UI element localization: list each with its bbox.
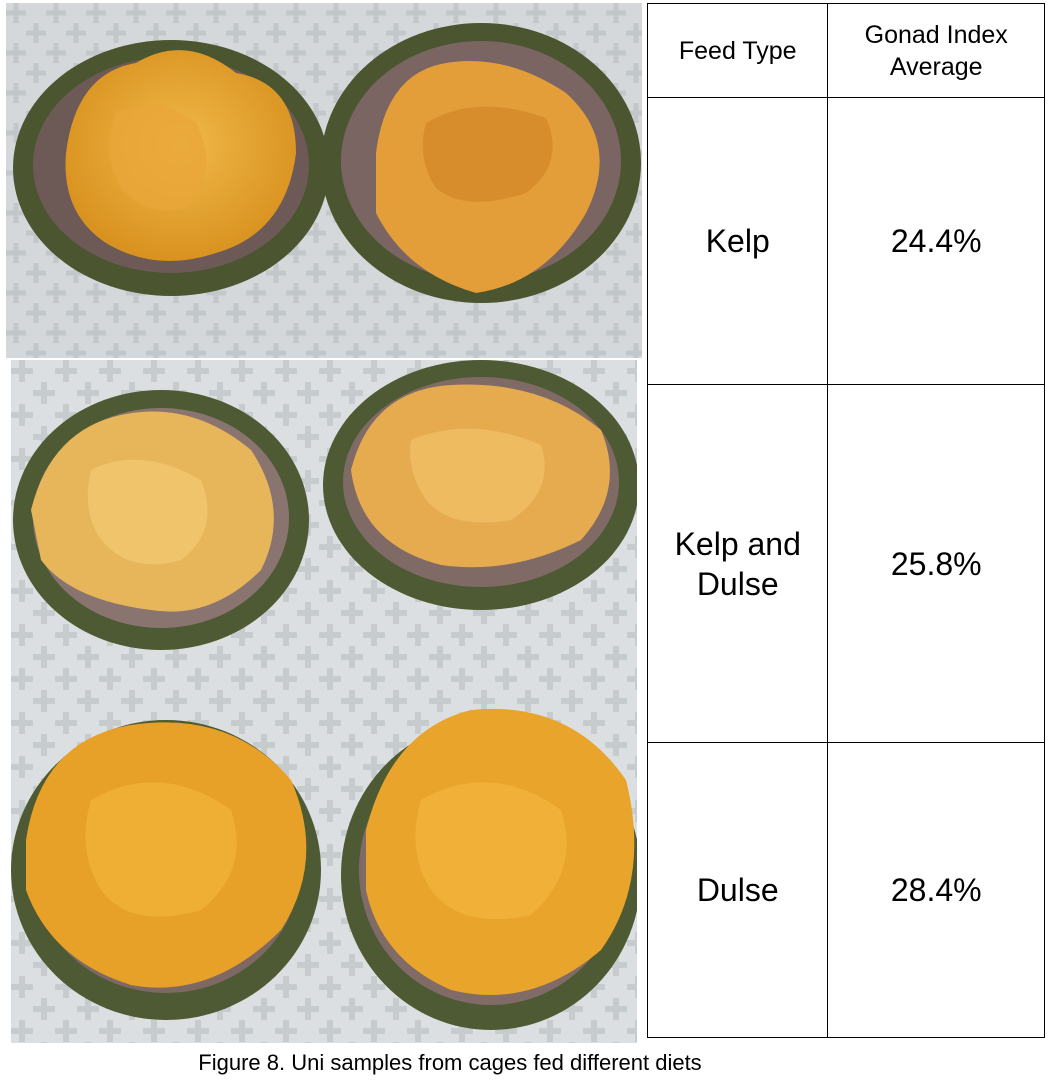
urchin-dulse-2	[341, 708, 637, 1030]
urchin-dulse-1	[11, 720, 321, 1020]
figure-caption: Figure 8. Uni samples from cages fed dif…	[198, 1050, 702, 1075]
gonad-index-cell: 24.4%	[827, 97, 1045, 385]
table-row: Kelp and Dulse 25.8%	[646, 384, 1045, 743]
feed-type-cell: Dulse	[646, 742, 829, 1038]
gonad-index-cell: 25.8%	[827, 384, 1045, 743]
urchin-kelp-2	[321, 23, 641, 303]
gonad-index-table: Feed Type Gonad Index Average Kelp 24.4%…	[646, 3, 1045, 1038]
feed-type-cell: Kelp	[646, 97, 829, 385]
urchin-mixed-1	[13, 390, 309, 650]
urchin-photo-top	[6, 3, 642, 358]
feed-type-cell: Kelp and Dulse	[646, 384, 829, 743]
header-feed-type: Feed Type	[646, 3, 829, 98]
gonad-index-cell: 28.4%	[827, 742, 1045, 1038]
urchin-mixed-2	[323, 360, 637, 610]
table-header-row: Feed Type Gonad Index Average	[646, 3, 1045, 98]
urchin-photo-bottom	[11, 360, 637, 1043]
header-gonad-index: Gonad Index Average	[827, 3, 1045, 98]
table-row: Dulse 28.4%	[646, 742, 1045, 1038]
urchin-kelp-1	[13, 40, 329, 296]
table-row: Kelp 24.4%	[646, 97, 1045, 385]
